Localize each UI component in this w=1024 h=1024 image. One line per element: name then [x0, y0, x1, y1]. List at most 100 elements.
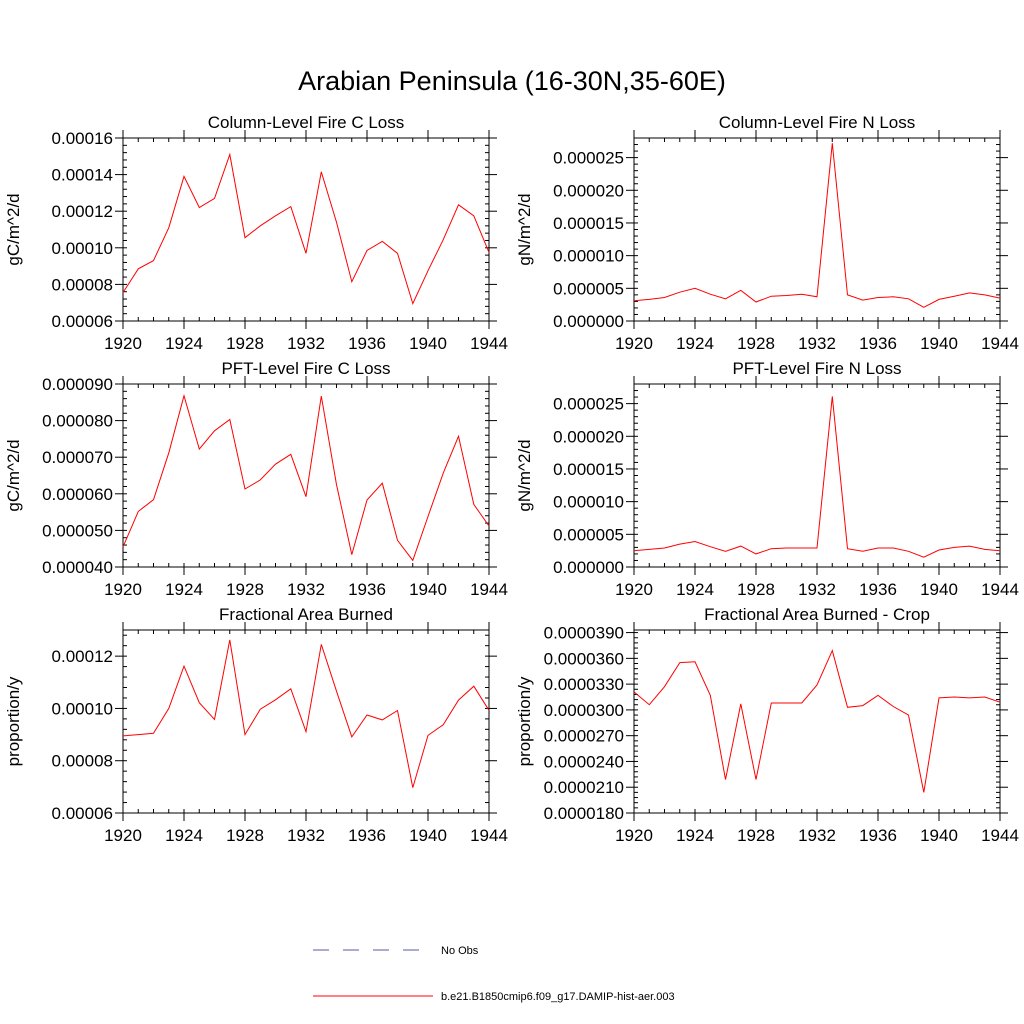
x-tick-label: 1924 — [676, 826, 714, 845]
legend-label-case: b.e21.B1850cmip6.f09_g17.DAMIP-hist-aer.… — [441, 991, 675, 1003]
y-tick-label: 0.000025 — [553, 149, 624, 168]
y-tick-label: 0.0000300 — [544, 701, 624, 720]
y-tick-label: 0.000005 — [553, 525, 624, 544]
y-tick-label: 0.000010 — [553, 247, 624, 266]
plot-frame — [122, 137, 490, 322]
y-tick-label: 0.000060 — [42, 485, 113, 504]
panel-column-fire-c-loss: 1920 1924 1928 1932 1936 1940 1944 0.00006 0.000… — [4, 113, 508, 353]
y-tick-label: 0.0000330 — [544, 675, 624, 694]
y-axis-label: gN/m^2/d — [515, 439, 534, 511]
panel-column-fire-n-loss: 1920 1924 1928 1932 1936 1940 1944 0.000000 0.00… — [515, 113, 1019, 353]
y-tick-label: 0.000080 — [42, 412, 113, 431]
x-tick-label: 1940 — [920, 826, 958, 845]
x-tick-label: 1932 — [287, 580, 325, 599]
x-tick-label: 1932 — [798, 826, 836, 845]
panel-fractional-area-burned-crop: 1920 1924 1928 1932 1936 1940 1944 0.0000180 0.0… — [515, 605, 1019, 845]
x-tick-label: 1920 — [104, 580, 142, 599]
series-line — [633, 396, 1001, 558]
x-tick-label: 1940 — [409, 334, 447, 353]
x-tick-label: 1928 — [737, 826, 775, 845]
legend-label-no-obs: No Obs — [441, 945, 479, 957]
plot-frame — [633, 383, 1001, 568]
y-tick-label: 0.00016 — [52, 129, 113, 148]
x-tick-label: 1940 — [409, 580, 447, 599]
y-axis-label: gN/m^2/d — [515, 193, 534, 265]
panel-title: Column-Level Fire C Loss — [208, 113, 405, 132]
y-tick-label: 0.000000 — [553, 312, 624, 331]
y-tick-label: 0.00014 — [52, 166, 113, 185]
x-tick-label: 1944 — [981, 334, 1019, 353]
x-tick-label: 1944 — [981, 580, 1019, 599]
y-tick-label: 0.00006 — [52, 804, 113, 823]
plot-frame — [122, 629, 490, 814]
x-tick-label: 1924 — [165, 580, 203, 599]
y-tick-label: 0.000020 — [553, 427, 624, 446]
x-tick-label: 1928 — [226, 580, 264, 599]
legend: No Obs b.e21.B1850cmip6.f09_g17.DAMIP-hi… — [313, 945, 675, 1003]
y-axis-label: gC/m^2/d — [4, 193, 23, 265]
y-tick-label: 0.000005 — [553, 279, 624, 298]
x-tick-label: 1936 — [348, 334, 386, 353]
x-tick-label: 1936 — [859, 826, 897, 845]
figure-title: Arabian Peninsula (16-30N,35-60E) — [298, 66, 726, 96]
x-tick-label: 1944 — [470, 826, 508, 845]
y-tick-label: 0.000015 — [553, 460, 624, 479]
x-tick-label: 1920 — [615, 826, 653, 845]
x-tick-label: 1940 — [409, 826, 447, 845]
y-tick-label: 0.0000210 — [544, 778, 624, 797]
x-tick-label: 1944 — [981, 826, 1019, 845]
y-tick-label: 0.00008 — [52, 752, 113, 771]
panel-title: Column-Level Fire N Loss — [719, 113, 916, 132]
x-tick-label: 1932 — [798, 580, 836, 599]
plot-frame — [633, 629, 1001, 814]
y-tick-label: 0.00008 — [52, 275, 113, 294]
x-tick-label: 1920 — [104, 334, 142, 353]
panel-title: Fractional Area Burned — [219, 605, 393, 624]
x-tick-label: 1920 — [615, 580, 653, 599]
y-axis-label: gC/m^2/d — [4, 439, 23, 511]
y-tick-label: 0.000090 — [42, 375, 113, 394]
plot-frame — [122, 383, 490, 568]
y-tick-label: 0.00012 — [52, 202, 113, 221]
panel-title: Fractional Area Burned - Crop — [704, 605, 930, 624]
y-tick-label: 0.000000 — [553, 558, 624, 577]
x-tick-label: 1924 — [676, 580, 714, 599]
series-line — [122, 152, 490, 306]
panel-title: PFT-Level Fire C Loss — [221, 359, 390, 378]
y-tick-label: 0.0000390 — [544, 624, 624, 643]
y-tick-label: 0.000070 — [42, 448, 113, 467]
series-line — [633, 649, 1001, 793]
x-tick-label: 1920 — [104, 826, 142, 845]
x-tick-label: 1940 — [920, 334, 958, 353]
x-tick-label: 1936 — [348, 580, 386, 599]
panel-title: PFT-Level Fire N Loss — [732, 359, 901, 378]
y-tick-label: 0.000015 — [553, 214, 624, 233]
y-tick-label: 0.000020 — [553, 181, 624, 200]
y-tick-label: 0.0000240 — [544, 752, 624, 771]
x-tick-label: 1936 — [859, 334, 897, 353]
x-tick-label: 1928 — [737, 580, 775, 599]
x-tick-label: 1936 — [859, 580, 897, 599]
y-tick-label: 0.00006 — [52, 312, 113, 331]
panel-pft-fire-n-loss: 1920 1924 1928 1932 1936 1940 1944 0.000000 0.00… — [515, 359, 1019, 599]
x-tick-label: 1944 — [470, 580, 508, 599]
y-tick-label: 0.0000270 — [544, 727, 624, 746]
series-line — [122, 639, 490, 788]
y-tick-label: 0.000040 — [42, 558, 113, 577]
y-axis-label: proportion/y — [515, 676, 534, 766]
y-tick-label: 0.000010 — [553, 493, 624, 512]
x-tick-label: 1936 — [348, 826, 386, 845]
y-tick-label: 0.00012 — [52, 647, 113, 666]
x-tick-label: 1928 — [737, 334, 775, 353]
x-tick-label: 1932 — [798, 334, 836, 353]
series-line — [633, 143, 1001, 308]
y-tick-label: 0.00010 — [52, 699, 113, 718]
y-tick-label: 0.0000180 — [544, 804, 624, 823]
x-tick-label: 1928 — [226, 826, 264, 845]
panel-pft-fire-c-loss: 1920 1924 1928 1932 1936 1940 1944 0.000040 0.00… — [4, 359, 508, 599]
y-tick-label: 0.00010 — [52, 239, 113, 258]
x-tick-label: 1924 — [165, 334, 203, 353]
y-axis-label: proportion/y — [4, 676, 23, 766]
x-tick-label: 1932 — [287, 826, 325, 845]
